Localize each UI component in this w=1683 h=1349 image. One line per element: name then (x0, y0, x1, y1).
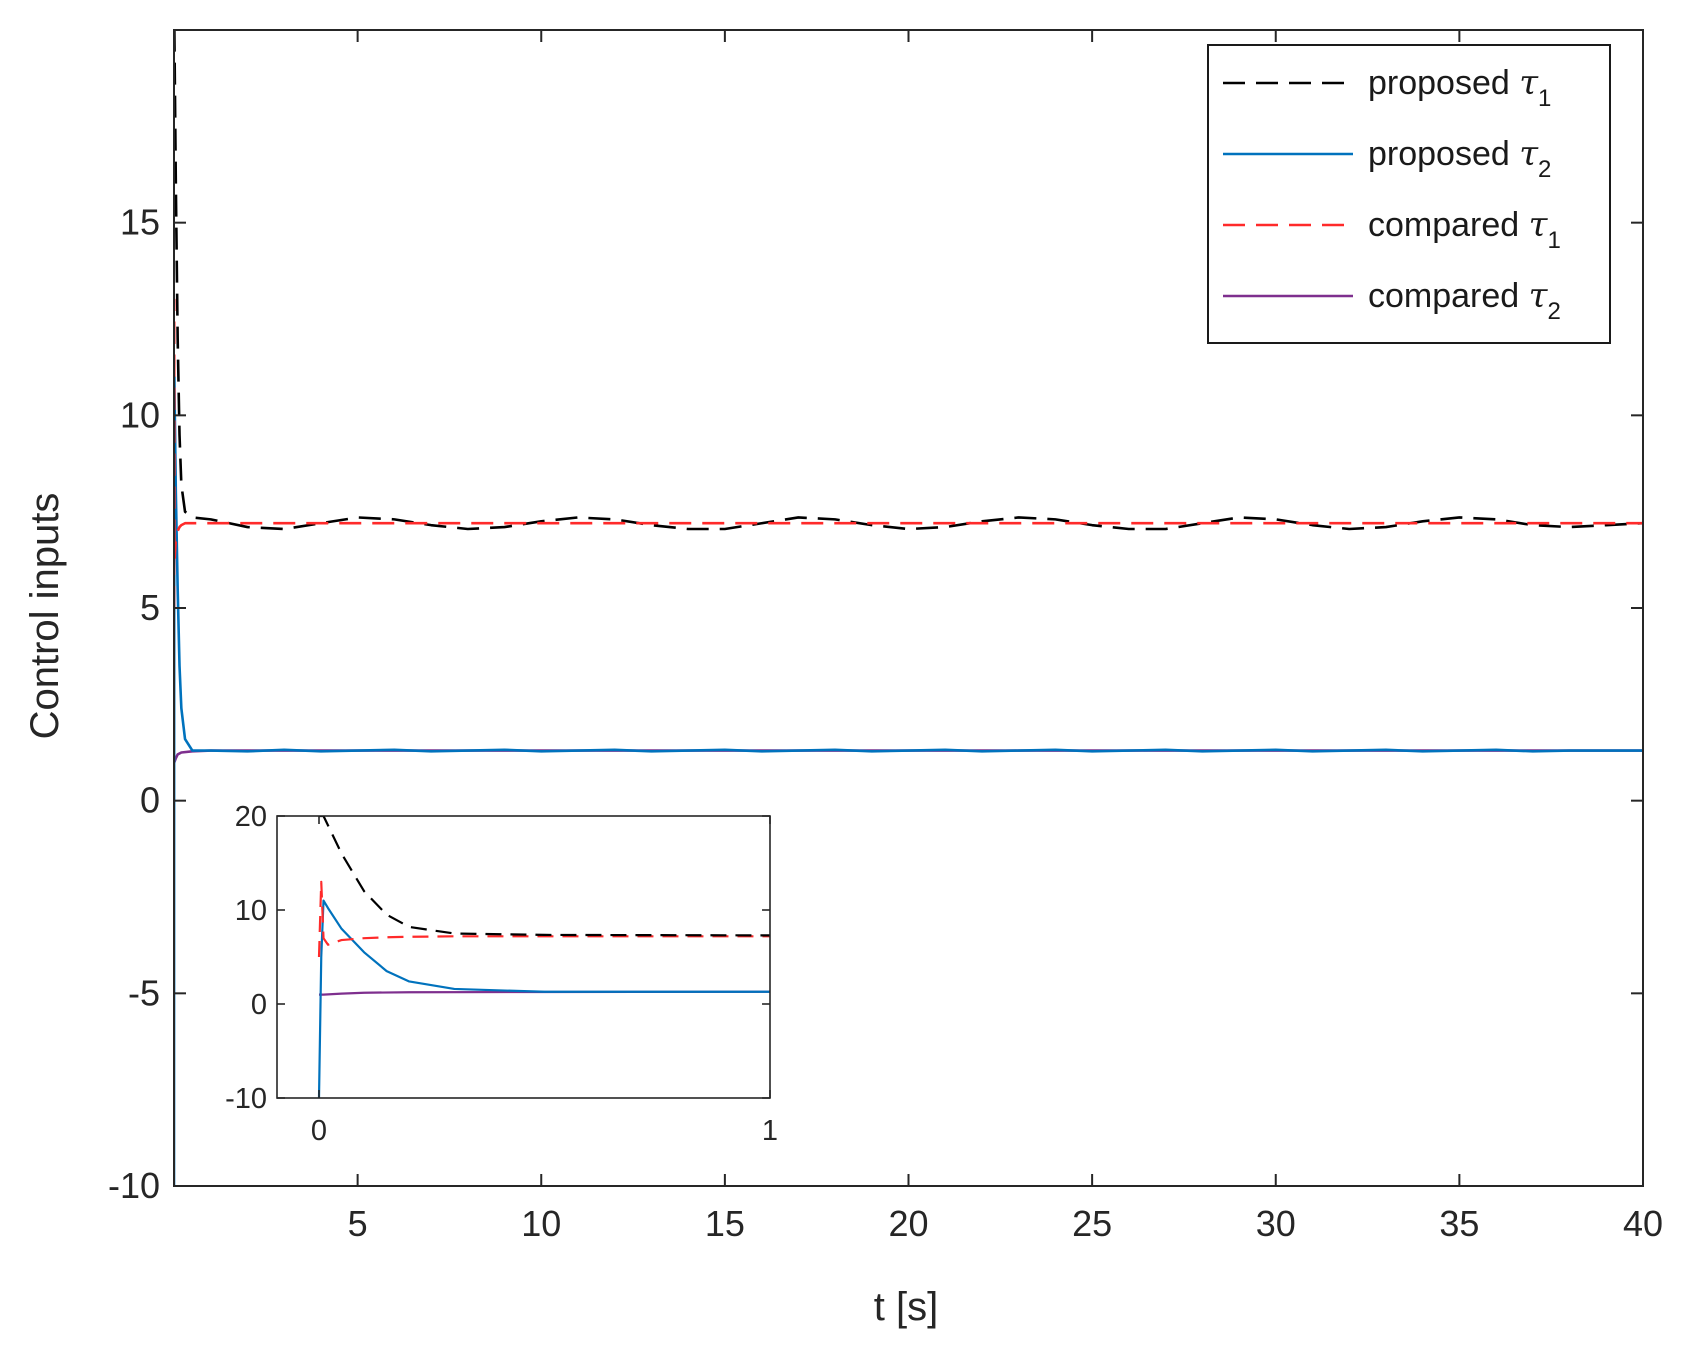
y-tick-label: 10 (120, 394, 160, 435)
inset-y-tick-label: -10 (225, 1083, 267, 1115)
inset-y-tick-label: 0 (251, 989, 267, 1021)
x-tick-label: 40 (1623, 1203, 1663, 1244)
x-axis-label: t [s] (874, 1285, 938, 1329)
series-line-proposed_tau2 (174, 375, 1643, 1186)
x-tick-label: 10 (521, 1203, 561, 1244)
legend-subscript: 2 (1547, 298, 1560, 325)
legend-subscript: 2 (1538, 156, 1551, 183)
y-tick-label: 15 (120, 202, 160, 243)
legend-symbol: τ (1519, 134, 1539, 174)
x-tick-label: 35 (1439, 1203, 1479, 1244)
y-tick-label: -10 (108, 1165, 160, 1206)
inset-background (277, 816, 770, 1098)
y-tick-label: 5 (140, 587, 160, 628)
y-tick-label: 0 (140, 780, 160, 821)
inset-x-tick-label: 1 (762, 1115, 778, 1147)
legend-subscript: 1 (1538, 85, 1551, 112)
x-tick-label: 30 (1256, 1203, 1296, 1244)
series-line-compared_tau1 (317, 880, 770, 958)
legend-symbol: τ (1529, 205, 1549, 245)
y-axis-label: Control inputs (23, 493, 67, 740)
x-tick-label: 15 (705, 1203, 745, 1244)
inset-frame (276, 815, 771, 1099)
inset-y-tick-label: 10 (235, 895, 267, 927)
y-tick-label: -5 (128, 972, 160, 1013)
inset-plot-area: -10 0 10 20 0 1 (225, 801, 778, 1147)
series-line-proposed_tau1 (319, 816, 770, 937)
inset-y-tick-label: 20 (235, 801, 267, 833)
legend-symbol: τ (1519, 63, 1539, 103)
legend-subscript: 1 (1547, 227, 1560, 254)
series-line-proposed_tau1 (174, 30, 1643, 531)
legend-symbol: τ (1529, 276, 1549, 316)
x-tick-label: 5 (348, 1203, 368, 1244)
legend-box (1207, 44, 1611, 344)
x-tick-label: 25 (1072, 1203, 1112, 1244)
x-tick-label: 20 (888, 1203, 928, 1244)
inset-x-tick-label: 0 (311, 1115, 327, 1147)
